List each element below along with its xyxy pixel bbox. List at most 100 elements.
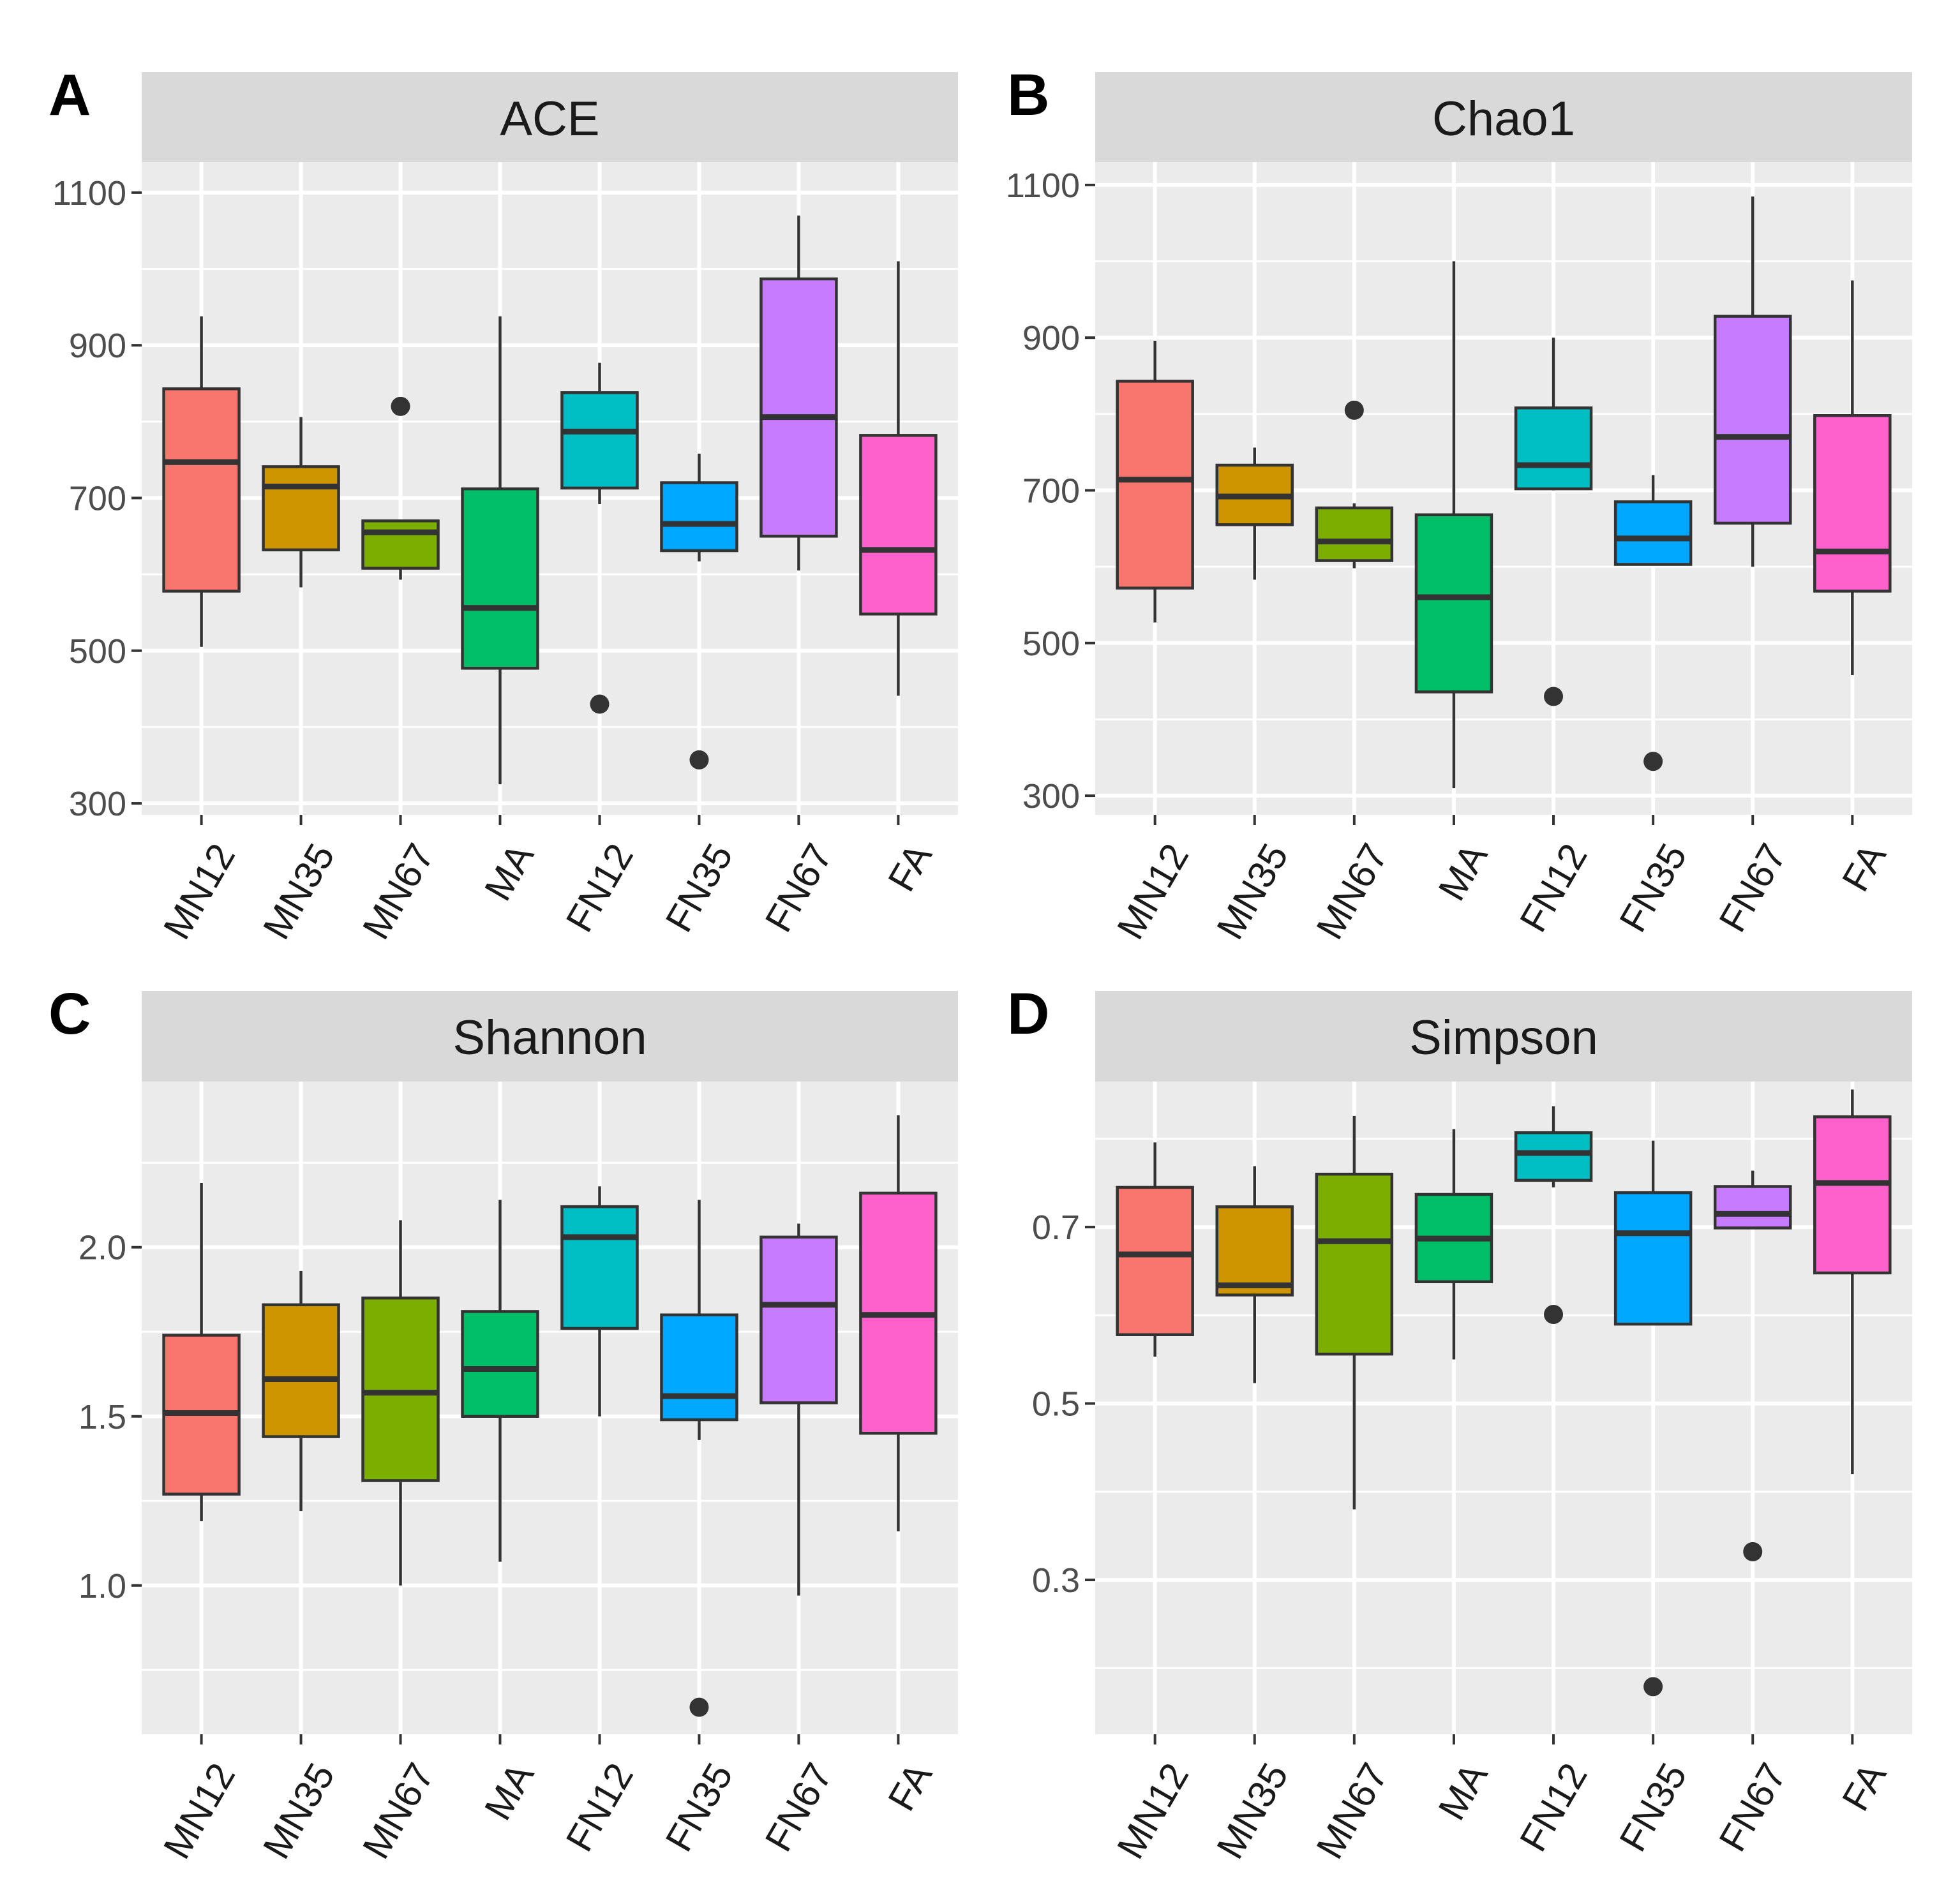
y-axis-b: 300 500 700 900 1100 <box>1006 167 1095 815</box>
box-body <box>262 465 340 552</box>
strip-background-c <box>142 991 958 1082</box>
box-mn67 <box>361 1220 440 1586</box>
box-body <box>859 434 938 616</box>
panel-d: D Simpson 0.30.50.7 MN12 MN35 MN67 MA FN12 FN… <box>1007 981 1912 1866</box>
panel-letter-b: B <box>1007 63 1049 128</box>
y-tick-label: 0.5 <box>1032 1385 1080 1424</box>
y-tick-label: 1100 <box>52 174 126 212</box>
box-fn67 <box>1713 1170 1792 1561</box>
y-tick-label: 0.7 <box>1032 1209 1080 1247</box>
x-tick-label-mn12: MN12 <box>1109 837 1197 946</box>
box-fa <box>859 261 938 696</box>
panel-letter-d: D <box>1007 981 1049 1046</box>
x-tick-label-mn12: MN12 <box>155 1756 243 1866</box>
box-mn12 <box>1116 1142 1194 1357</box>
box-fa <box>1813 280 1892 676</box>
x-tick-label-fn67: FN67 <box>757 1756 841 1859</box>
x-tick-label-mn67: MN67 <box>354 1756 442 1866</box>
box-mn35 <box>262 1270 340 1512</box>
box-body <box>660 1313 738 1422</box>
box-mn35 <box>262 417 340 588</box>
x-tick-label-mn35: MN35 <box>1208 837 1296 946</box>
y-tick-label: 0.3 <box>1032 1561 1080 1600</box>
x-axis-b: MN12 MN35 MN67 MA FN12 FN35 FN67 FA <box>1109 815 1894 946</box>
x-tick-label-fn67: FN67 <box>757 837 841 939</box>
panel-a: A ACE 300 500 700 900 1100 MN12 MN35 MN67 MA FN1… <box>49 63 958 946</box>
outlier-point <box>1643 752 1663 771</box>
outlier-point <box>1643 1677 1663 1697</box>
panel-letter-c: C <box>49 981 91 1046</box>
x-tick-label-mn35: MN35 <box>255 837 343 946</box>
box-mn12 <box>162 316 241 647</box>
strip-title-simpson: Simpson <box>1409 1011 1598 1065</box>
box-body <box>1116 1186 1194 1337</box>
x-tick-label-fn35: FN35 <box>657 837 741 939</box>
box-mn35 <box>1215 1166 1294 1383</box>
x-axis-d: MN12 MN35 MN67 MA FN12 FN35 FN67 FA <box>1109 1734 1894 1866</box>
box-fn35 <box>1613 1140 1693 1697</box>
box-fn67 <box>1713 196 1792 567</box>
box-body <box>1813 1115 1892 1275</box>
box-mn67 <box>1315 400 1394 569</box>
strip-background-d <box>1095 991 1912 1082</box>
box-fn12 <box>1514 338 1593 706</box>
y-axis-c: 1.0 1.5 2.0 <box>79 1229 142 1605</box>
box-mn35 <box>1215 447 1294 580</box>
x-tick-label-fa: FA <box>879 837 940 898</box>
x-tick-label-mn35: MN35 <box>1208 1756 1296 1866</box>
boxes-d <box>1116 1089 1892 1697</box>
y-tick-label: 700 <box>1022 472 1080 510</box>
box-body <box>1813 413 1892 593</box>
y-tick-label: 500 <box>69 632 126 671</box>
x-tick-label-ma: MA <box>1430 837 1496 907</box>
box-ma <box>461 1200 539 1562</box>
x-tick-label-fn12: FN12 <box>1511 837 1595 939</box>
box-body <box>1116 380 1194 590</box>
y-tick-label: 900 <box>69 327 126 365</box>
x-tick-label-fn67: FN67 <box>1710 1756 1794 1859</box>
x-tick-label-mn12: MN12 <box>1109 1756 1197 1866</box>
plot-area-d <box>1095 1082 1912 1734</box>
box-body <box>1514 406 1593 491</box>
outlier-point <box>1743 1542 1763 1561</box>
y-tick-label: 1.0 <box>79 1567 126 1605</box>
box-ma <box>1414 1129 1493 1360</box>
box-fa <box>1813 1089 1892 1475</box>
boxes-b <box>1116 196 1892 789</box>
strip-background-b <box>1095 72 1912 162</box>
x-axis-c: MN12 MN35 MN67 MA FN12 FN35 FN67 FA <box>155 1734 940 1866</box>
x-tick-label-fn12: FN12 <box>558 1756 641 1859</box>
box-mn12 <box>162 1183 241 1522</box>
box-body <box>1514 1131 1593 1182</box>
box-fn12 <box>560 1186 639 1417</box>
x-tick-label-fa: FA <box>879 1756 940 1818</box>
strip-title-chao1: Chao1 <box>1432 92 1575 146</box>
outlier-point <box>1344 400 1364 420</box>
x-tick-label-fn35: FN35 <box>1611 837 1694 939</box>
box-body <box>560 391 639 490</box>
y-tick-label: 900 <box>1022 319 1080 357</box>
x-tick-label-fa: FA <box>1834 1756 1894 1818</box>
box-fn12 <box>560 362 639 714</box>
box-body <box>361 1296 440 1482</box>
box-fn12 <box>1514 1106 1593 1324</box>
box-ma <box>461 316 539 785</box>
box-body <box>1414 513 1493 694</box>
box-mn12 <box>1116 340 1194 623</box>
box-fn35 <box>660 454 738 770</box>
strip-title-shannon: Shannon <box>453 1011 647 1065</box>
box-body <box>660 481 738 553</box>
box-body <box>1315 1172 1394 1356</box>
x-tick-label-fa: FA <box>1834 837 1894 898</box>
x-tick-label-fn35: FN35 <box>657 1756 741 1859</box>
box-fn67 <box>759 215 838 571</box>
y-tick-label: 2.0 <box>79 1229 126 1267</box>
box-body <box>560 1205 639 1330</box>
box-mn67 <box>1315 1115 1394 1510</box>
y-tick-label: 500 <box>1022 625 1080 663</box>
outlier-point <box>689 750 709 770</box>
box-fn35 <box>1613 475 1693 771</box>
outlier-point <box>1544 1304 1564 1324</box>
